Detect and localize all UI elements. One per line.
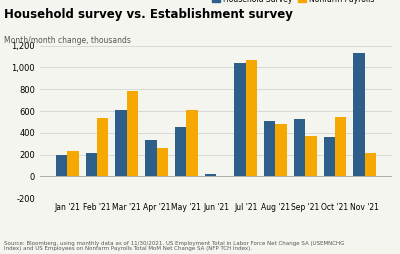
Bar bbox=[335, 117, 346, 176]
Bar bbox=[97, 118, 108, 176]
Bar bbox=[86, 153, 97, 176]
Bar bbox=[353, 53, 365, 176]
Bar bbox=[276, 124, 287, 176]
Bar bbox=[156, 148, 168, 176]
Text: Household survey vs. Establishment survey: Household survey vs. Establishment surve… bbox=[4, 8, 293, 21]
Text: Month/month change, thousands: Month/month change, thousands bbox=[4, 36, 131, 44]
Bar bbox=[127, 91, 138, 176]
Bar bbox=[234, 63, 246, 176]
Bar bbox=[324, 137, 335, 176]
Bar bbox=[116, 110, 127, 176]
Bar bbox=[246, 60, 257, 176]
Bar bbox=[205, 174, 216, 176]
Bar bbox=[305, 136, 316, 176]
Bar bbox=[175, 127, 186, 176]
Bar bbox=[294, 119, 305, 176]
Bar bbox=[365, 153, 376, 176]
Bar bbox=[56, 155, 67, 176]
Legend: Household Survey, Nonfarm Payrolls: Household Survey, Nonfarm Payrolls bbox=[209, 0, 378, 7]
Bar bbox=[145, 140, 156, 176]
Bar bbox=[186, 110, 198, 176]
Text: Source: Bloomberg, using monthly data as of 11/30/2021. US Employment Total in L: Source: Bloomberg, using monthly data as… bbox=[4, 241, 344, 251]
Bar bbox=[67, 151, 79, 176]
Bar bbox=[264, 121, 276, 176]
